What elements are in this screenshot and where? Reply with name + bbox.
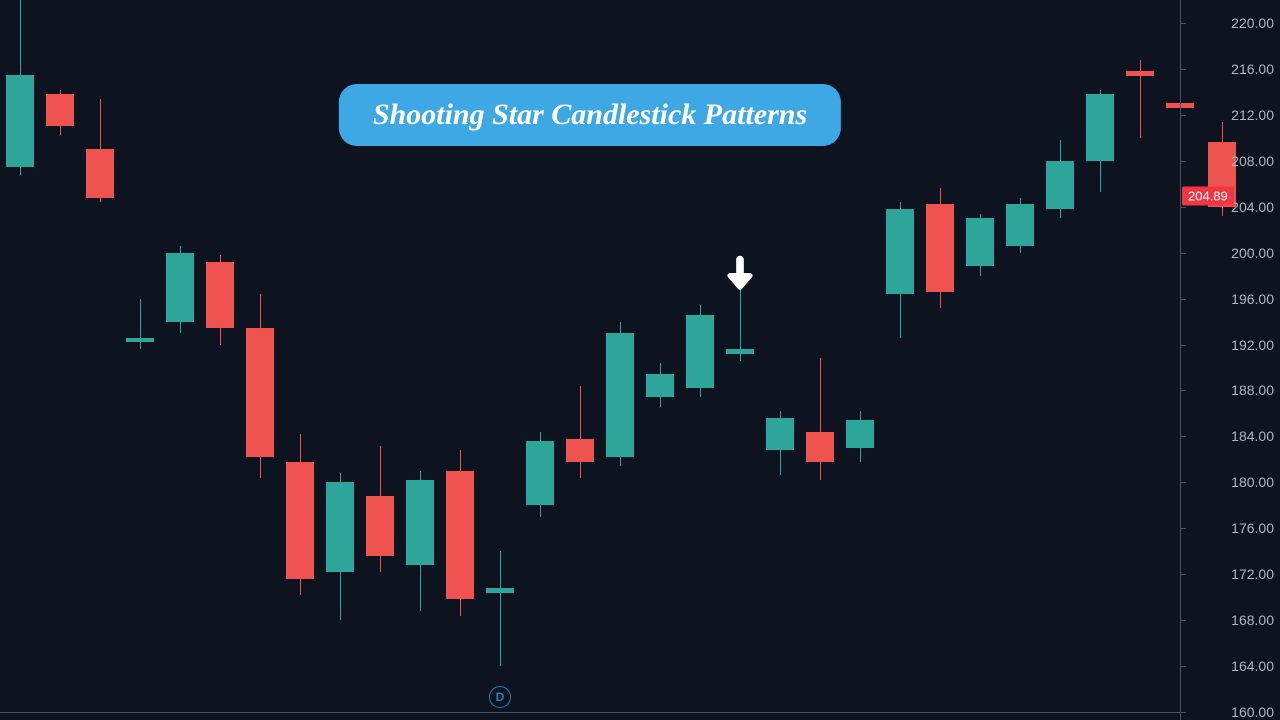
y-tick-label: 176.00 <box>1231 520 1274 536</box>
candle-up[interactable] <box>1086 94 1114 161</box>
y-tick-label: 180.00 <box>1231 474 1274 490</box>
candle-up[interactable] <box>126 338 154 343</box>
y-tick-mark <box>1180 207 1186 208</box>
candle-up[interactable] <box>326 482 354 572</box>
candle-down[interactable] <box>46 94 74 126</box>
y-tick-mark <box>1180 299 1186 300</box>
candle-up[interactable] <box>486 588 514 593</box>
candle-up[interactable] <box>526 441 554 505</box>
candle-up[interactable] <box>966 218 994 266</box>
candle-up[interactable] <box>406 480 434 565</box>
y-tick-label: 164.00 <box>1231 658 1274 674</box>
y-tick-label: 172.00 <box>1231 566 1274 582</box>
y-tick-label: 192.00 <box>1231 337 1274 353</box>
y-tick-mark <box>1180 482 1186 483</box>
y-tick-mark <box>1180 115 1186 116</box>
y-tick-mark <box>1180 23 1186 24</box>
candle-up[interactable] <box>766 418 794 450</box>
candle-down[interactable] <box>1126 71 1154 76</box>
candle-up[interactable] <box>1046 161 1074 209</box>
candle-wick <box>580 386 581 478</box>
y-tick-mark <box>1180 620 1186 621</box>
y-tick-mark <box>1180 390 1186 391</box>
y-tick-label: 216.00 <box>1231 61 1274 77</box>
y-tick-mark <box>1180 574 1186 575</box>
y-tick-label: 188.00 <box>1231 382 1274 398</box>
candle-up[interactable] <box>846 420 874 448</box>
candle-up[interactable] <box>166 253 194 322</box>
candle-down[interactable] <box>86 149 114 197</box>
candle-down[interactable] <box>566 439 594 462</box>
y-tick-label: 220.00 <box>1231 15 1274 31</box>
candle-up[interactable] <box>606 333 634 457</box>
candle-wick <box>500 551 501 666</box>
current-price-value: 204.89 <box>1188 189 1228 204</box>
candle-up[interactable] <box>726 349 754 354</box>
y-tick-mark <box>1180 69 1186 70</box>
candle-up[interactable] <box>686 315 714 388</box>
candle-down[interactable] <box>446 471 474 600</box>
candle-up[interactable] <box>1006 204 1034 245</box>
y-tick-mark <box>1180 161 1186 162</box>
candlestick-chart: 160.00 164.00 168.00 172.00 176.00 180.00 184.… <box>0 0 1280 720</box>
y-tick-label: 184.00 <box>1231 428 1274 444</box>
timeframe-d-marker[interactable]: D <box>489 686 511 708</box>
current-price-tag: 204.89 <box>1182 187 1234 206</box>
candle-down[interactable] <box>286 462 314 579</box>
x-axis-line <box>0 712 1180 713</box>
candle-up[interactable] <box>6 75 34 167</box>
y-tick-label: 208.00 <box>1231 153 1274 169</box>
chart-title-pill: Shooting Star Candlestick Patterns <box>339 84 841 146</box>
y-tick-mark <box>1180 253 1186 254</box>
arrow-down-icon <box>717 250 763 301</box>
candle-up[interactable] <box>646 374 674 397</box>
y-tick-mark <box>1180 345 1186 346</box>
y-axis: 160.00 164.00 168.00 172.00 176.00 180.00 184.… <box>1180 0 1280 720</box>
candle-down[interactable] <box>926 204 954 291</box>
y-tick-mark <box>1180 712 1186 713</box>
y-tick-label: 168.00 <box>1231 612 1274 628</box>
y-tick-label: 196.00 <box>1231 291 1274 307</box>
timeframe-d-label: D <box>496 690 505 704</box>
y-tick-mark <box>1180 436 1186 437</box>
candle-up[interactable] <box>886 209 914 294</box>
y-tick-label: 200.00 <box>1231 245 1274 261</box>
y-tick-mark <box>1180 666 1186 667</box>
candle-down[interactable] <box>806 432 834 462</box>
chart-title-text: Shooting Star Candlestick Patterns <box>373 98 807 131</box>
candle-wick <box>820 358 821 480</box>
candle-down[interactable] <box>366 496 394 556</box>
candle-down[interactable] <box>206 262 234 329</box>
candle-down[interactable] <box>246 328 274 457</box>
y-tick-label: 212.00 <box>1231 107 1274 123</box>
y-tick-label: 160.00 <box>1231 704 1274 720</box>
y-tick-mark <box>1180 528 1186 529</box>
y-tick-label: 204.00 <box>1231 199 1274 215</box>
